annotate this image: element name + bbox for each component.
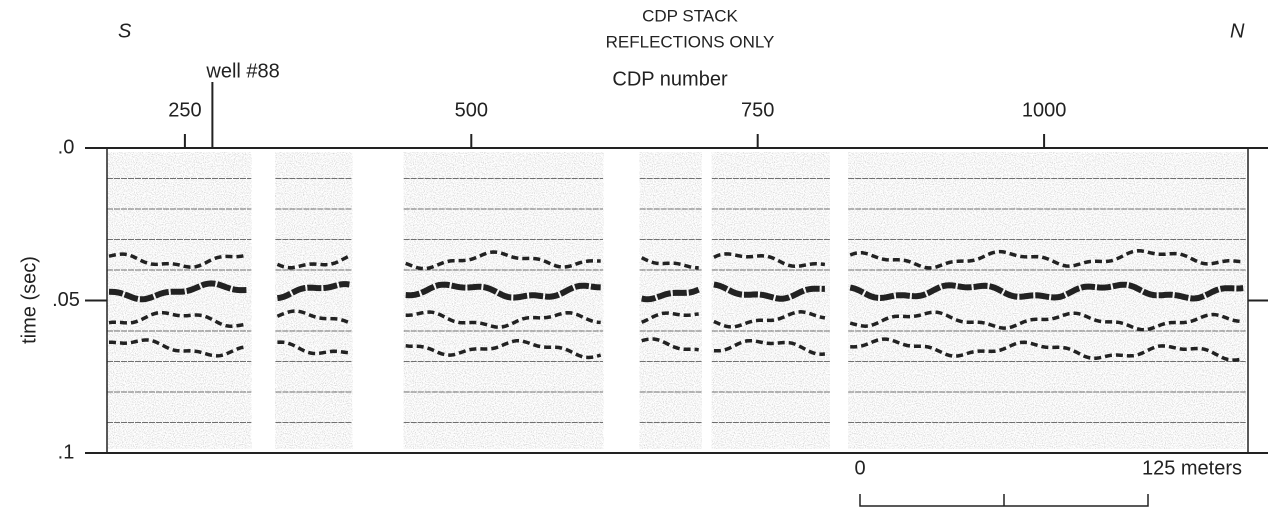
title-line: CDP STACK: [642, 6, 738, 25]
reflector: [849, 310, 1244, 332]
data-panel: [275, 152, 353, 449]
y-tick-label: .1: [58, 441, 75, 463]
data-panel: [848, 152, 1246, 449]
y-tick-label: .0: [58, 136, 75, 158]
data-panel: [711, 152, 830, 449]
reflector: [641, 337, 699, 352]
reflector: [405, 281, 601, 301]
reflector: [276, 309, 351, 325]
reflector: [713, 281, 825, 302]
reflector: [713, 310, 826, 329]
reflector: [276, 254, 351, 270]
reflector: [713, 338, 826, 356]
x-tick-label: 750: [741, 99, 774, 121]
reflector: [277, 281, 350, 302]
y-axis-label: time (sec): [18, 256, 40, 344]
reflector: [849, 281, 1244, 302]
reflector: [108, 280, 248, 303]
well-label: well #88: [205, 60, 279, 82]
x-tick-label: 1000: [1022, 99, 1067, 121]
x-tick-label: 500: [455, 99, 488, 121]
reflector: [108, 252, 248, 269]
reflector: [641, 311, 699, 324]
reflector: [849, 249, 1244, 270]
scale-label: 125 meters: [1142, 457, 1242, 479]
reflector: [640, 256, 699, 270]
reflector: [405, 250, 601, 271]
x-tick-label: 250: [168, 99, 201, 121]
reflector: [713, 252, 826, 269]
direction-right: N: [1230, 20, 1245, 42]
reflector: [641, 286, 700, 303]
data-panel: [403, 152, 604, 449]
reflector: [850, 337, 1244, 362]
reflector: [109, 338, 248, 358]
reflector: [277, 340, 350, 356]
scale-label: 0: [854, 457, 865, 479]
reflector: [108, 310, 248, 328]
direction-left: S: [118, 20, 132, 42]
reflector: [405, 310, 601, 329]
y-tick-label: .05: [52, 289, 80, 311]
title-line: REFLECTIONS ONLY: [606, 32, 775, 51]
data-panel: [107, 152, 252, 449]
reflector: [405, 338, 602, 360]
x-axis-label: CDP number: [612, 68, 728, 90]
scale-bar: [859, 494, 1149, 507]
